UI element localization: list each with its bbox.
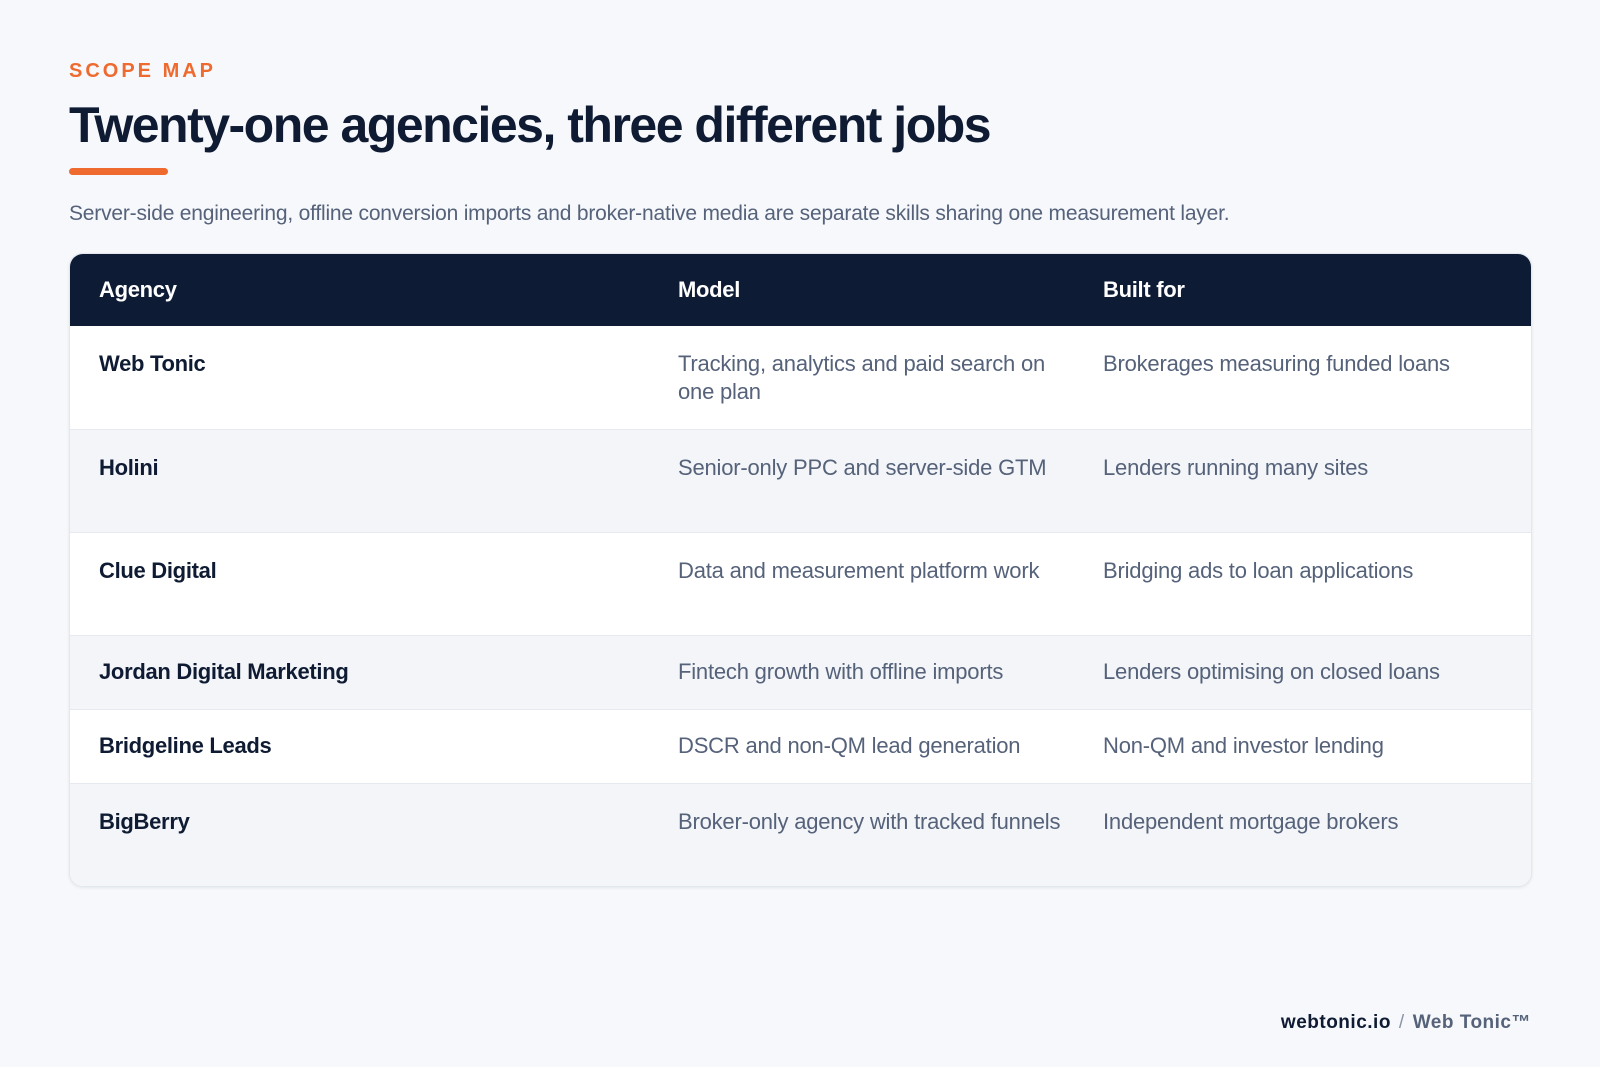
footer-brand: Web Tonic™ [1412,1012,1531,1033]
page-subtitle: Server-side engineering, offline convers… [69,202,1230,225]
agency-built-for: Independent mortgage brokers [1103,809,1399,834]
agency-built-for: Brokerages measuring funded loans [1103,351,1450,376]
agency-name: BigBerry [99,809,190,834]
page-content: SCOPE MAP Twenty-one agencies, three dif… [69,58,1532,887]
agency-name: Web Tonic [99,351,206,376]
eyebrow-label: SCOPE MAP [69,60,217,82]
table-row: Holini Senior-only PPC and server-side G… [70,429,1531,532]
agency-built-for: Non-QM and investor lending [1103,733,1384,758]
agency-name: Holini [99,455,159,480]
page-title: Twenty-one agencies, three different job… [69,97,992,153]
table-row: Clue Digital Data and measurement platfo… [70,532,1531,635]
table-header: Agency Model Built for [70,254,1531,326]
table-row: Bridgeline Leads DSCR and non-QM lead ge… [70,709,1531,783]
table-row: BigBerry Broker-only agency with tracked… [70,783,1531,886]
column-header-agency: Agency [99,277,177,302]
agency-built-for: Lenders optimising on closed loans [1103,659,1440,684]
agency-model: Tracking, analytics and paid search on o… [678,351,1046,404]
agency-built-for: Lenders running many sites [1103,455,1369,480]
agency-built-for: Bridging ads to loan applications [1103,558,1414,583]
title-accent-bar [69,168,168,175]
footer-credit: webtonic.io / Web Tonic™ [1281,1012,1531,1034]
agency-model: Fintech growth with offline imports [678,659,1004,684]
column-header-built-for: Built for [1103,277,1185,302]
agency-name: Jordan Digital Marketing [99,659,349,684]
table-body: Web Tonic Tracking, analytics and paid s… [70,326,1531,886]
agency-model: Senior-only PPC and server-side GTM [678,455,1047,480]
agency-name: Bridgeline Leads [99,733,272,758]
footer-separator: / [1398,1012,1405,1033]
table-row: Jordan Digital Marketing Fintech growth … [70,635,1531,709]
column-header-model: Model [678,277,741,302]
agency-model: DSCR and non-QM lead generation [678,733,1021,758]
footer-domain: webtonic.io [1280,1012,1391,1033]
agency-table: Agency Model Built for Web Tonic Trackin… [69,253,1532,887]
table-row: Web Tonic Tracking, analytics and paid s… [70,326,1531,429]
agency-model: Broker-only agency with tracked funnels [678,809,1061,834]
agency-name: Clue Digital [99,558,217,583]
agency-model: Data and measurement platform work [678,558,1040,583]
